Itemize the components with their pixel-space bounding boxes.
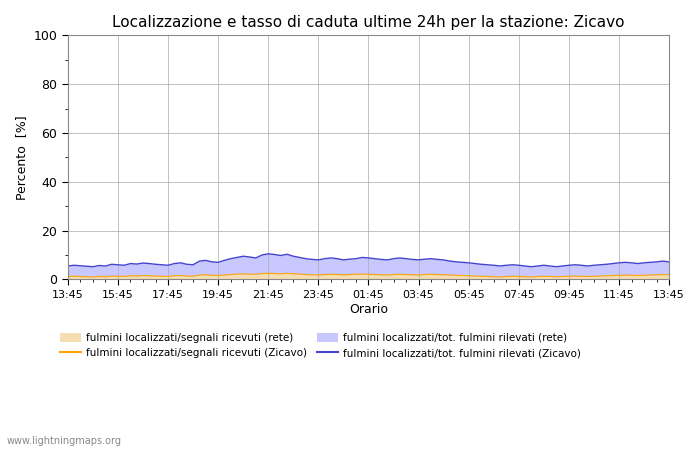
Title: Localizzazione e tasso di caduta ultime 24h per la stazione: Zicavo: Localizzazione e tasso di caduta ultime … [112, 15, 624, 30]
Text: www.lightningmaps.org: www.lightningmaps.org [7, 436, 122, 446]
Y-axis label: Percento  [%]: Percento [%] [15, 115, 28, 200]
Legend: fulmini localizzati/segnali ricevuti (rete), fulmini localizzati/segnali ricevut: fulmini localizzati/segnali ricevuti (re… [55, 328, 585, 363]
X-axis label: Orario: Orario [349, 302, 388, 315]
